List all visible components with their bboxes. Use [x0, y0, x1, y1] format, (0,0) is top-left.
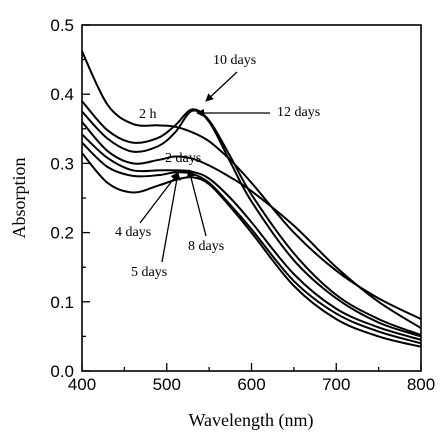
- annotation-5-days: 5 days: [131, 265, 167, 280]
- annotation-4-days: 4 days: [115, 225, 151, 240]
- series-line-8-days: [81, 133, 422, 341]
- x-tick-label: 800: [407, 375, 435, 394]
- x-tick-labels: 400 500 600 700 800: [68, 375, 435, 394]
- x-tick-label: 600: [237, 375, 265, 394]
- series-lines: [81, 50, 422, 348]
- annotations: 10 days 12 days 2 h 2 days 4 days 5 days…: [115, 53, 320, 280]
- y-tick-label: 0.4: [50, 85, 74, 104]
- annotation-arrow-8-days: [186, 169, 207, 237]
- y-tick-label: 0.5: [50, 16, 74, 35]
- y-tick-label: 0.1: [50, 293, 74, 312]
- y-tick-label: 0.0: [50, 362, 74, 381]
- series-line-10-days: [81, 141, 422, 345]
- annotation-10-days: 10 days: [213, 53, 256, 68]
- annotation-12-days: 12 days: [277, 105, 320, 120]
- annotation-arrow-4-days: [139, 172, 179, 224]
- x-tick-label: 400: [68, 375, 96, 394]
- x-tick-label: 500: [153, 375, 181, 394]
- series-line-12-days: [81, 152, 422, 348]
- annotation-8-days: 8 days: [188, 239, 224, 254]
- annotation-2-days: 2 days: [165, 151, 201, 166]
- annotation-arrow-5-days: [161, 172, 181, 263]
- y-tick-labels: 0.0 0.1 0.2 0.3 0.4 0.5: [50, 16, 74, 381]
- y-axis-title: Absorption: [9, 158, 29, 239]
- x-tick-label: 700: [322, 375, 350, 394]
- x-axis-title: Wavelength (nm): [188, 410, 313, 431]
- series-line-5-days: [81, 121, 422, 329]
- axis-ticks: [81, 24, 422, 372]
- y-tick-label: 0.3: [50, 154, 74, 173]
- series-line-2-days: [81, 100, 422, 336]
- annotation-arrow-10-days: [205, 71, 238, 102]
- series-line-4-days: [81, 109, 422, 338]
- annotation-2-h: 2 h: [139, 107, 157, 122]
- y-tick-label: 0.2: [50, 224, 74, 243]
- series-line-2-h: [81, 50, 422, 320]
